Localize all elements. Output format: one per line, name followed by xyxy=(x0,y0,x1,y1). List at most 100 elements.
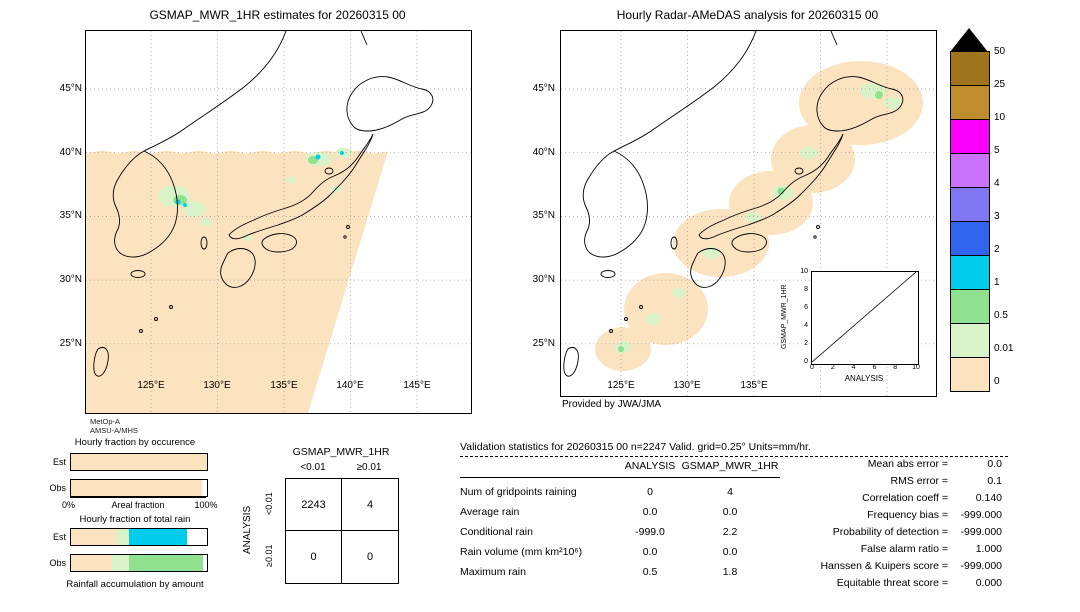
colorbar-cells xyxy=(950,51,990,392)
colorbar-tick-label: 10 xyxy=(994,112,1006,123)
inset-y-tick: 2 xyxy=(804,340,808,347)
colorbar-tick-label: 2 xyxy=(994,244,1000,255)
lon-tick-label: 145°E xyxy=(403,380,431,391)
total-obs-bar xyxy=(70,554,208,572)
lon-tick-label: 140°E xyxy=(336,380,364,391)
bar-segment xyxy=(129,555,203,571)
score-label: Mean abs error = xyxy=(867,458,948,470)
accumulation-footer-label: Rainfall accumulation by amount xyxy=(66,579,204,590)
score-line: Mean abs error = 0.0 xyxy=(790,458,1008,475)
colorbar-cell xyxy=(950,187,990,222)
total-est-bar xyxy=(70,528,208,546)
colorbar-cell xyxy=(950,357,990,392)
coastlines xyxy=(563,31,904,377)
lon-tick-label: 130°E xyxy=(673,380,701,391)
inset-x-tick: 6 xyxy=(872,364,877,371)
stats-row-label: Rain volume (mm km²10⁶) xyxy=(460,546,583,558)
inset-y-tick: 4 xyxy=(804,322,808,329)
stats-analysis-value: 0.5 xyxy=(642,566,658,578)
bar-segment xyxy=(129,529,187,545)
bar-segment xyxy=(202,555,207,571)
lon-tick-label: 125°E xyxy=(607,380,635,391)
score-label: Frequency bias = xyxy=(867,509,948,521)
score-label: Hanssen & Kuipers score = xyxy=(820,560,948,572)
rain-cells xyxy=(158,148,353,241)
inset-y-tick: 8 xyxy=(804,286,808,293)
bar-segment xyxy=(71,454,207,470)
bar-segment xyxy=(71,555,112,571)
inset-x-tick: 10 xyxy=(912,364,920,371)
stats-title: Validation statistics for 20260315 00 n=… xyxy=(460,441,811,453)
stats-analysis-value: 0.0 xyxy=(642,506,658,518)
bar-segment xyxy=(115,529,130,545)
colorbar-cell xyxy=(950,255,990,290)
total-rain-chart-title: Hourly fraction of total rain xyxy=(79,514,191,525)
radar-coverage-shading xyxy=(595,61,923,371)
stats-row-label: Conditional rain xyxy=(460,526,533,538)
stats-row: Rain volume (mm km²10⁶) 0.0 0.0 xyxy=(460,538,780,558)
stats-header-row: ANALYSIS GSMAP_MWR_1HR xyxy=(460,460,780,478)
score-line: RMS error = 0.1 xyxy=(790,475,1008,492)
score-value: -999.000 xyxy=(960,509,1002,521)
score-value: 0.140 xyxy=(975,492,1002,504)
contingency-col-label: ≥0.01 xyxy=(356,462,382,473)
score-label: Correlation coeff = xyxy=(862,492,948,504)
bar-segment xyxy=(71,529,116,545)
contingency-table: 2243 4 0 0 xyxy=(285,478,399,584)
lon-tick-label: 130°E xyxy=(203,380,231,391)
right-map-title: Hourly Radar-AMeDAS analysis for 2026031… xyxy=(616,8,879,22)
contingency-cell: 0 xyxy=(366,551,374,563)
inset-x-axis-label: ANALYSIS xyxy=(844,374,884,383)
stats-row: Maximum rain 0.5 1.8 xyxy=(460,558,780,578)
coastlines xyxy=(93,31,434,377)
score-label: Equitable threat score = xyxy=(836,577,948,589)
colorbar-cell xyxy=(950,51,990,86)
lat-tick-label: 45°N xyxy=(532,83,555,94)
stats-row-label: Maximum rain xyxy=(460,566,526,578)
contingency-cell: 2243 xyxy=(286,479,342,531)
stats-gsmap-value: 0.0 xyxy=(722,546,738,558)
occurrence-chart-title: Hourly fraction by occurence xyxy=(74,437,196,448)
bar-segment xyxy=(71,480,202,496)
gsmap-map-canvas xyxy=(86,31,471,413)
colorbar-tick-label: 1 xyxy=(994,277,1000,288)
sensor-label: AMSU-A/MHS xyxy=(90,426,138,435)
inset-x-tick: 4 xyxy=(851,364,856,371)
stats-analysis-value: 0.0 xyxy=(642,546,658,558)
inset-y-tick: 6 xyxy=(804,304,808,311)
score-line: False alarm ratio = 1.000 xyxy=(790,543,1008,560)
gridlines xyxy=(86,31,471,413)
contingency-cell: 4 xyxy=(342,479,398,531)
axis-title: Areal fraction xyxy=(111,500,165,510)
lat-tick-label: 40°N xyxy=(59,147,82,158)
stats-divider xyxy=(460,456,1008,457)
score-value: 0.000 xyxy=(975,577,1002,589)
colorbar-tick-label: 0 xyxy=(994,376,1000,387)
fraction-charts-block: MetOp-A AMSU-A/MHS Hourly fraction by oc… xyxy=(40,415,270,611)
lat-tick-label: 40°N xyxy=(532,147,555,158)
satellite-swath-shading xyxy=(86,150,388,413)
score-label: Probability of detection = xyxy=(832,526,948,538)
lat-tick-label: 25°N xyxy=(59,338,82,349)
bar-segment xyxy=(111,555,130,571)
inset-x-tick: 2 xyxy=(830,364,835,371)
stats-table: ANALYSIS GSMAP_MWR_1HR Num of gridpoints… xyxy=(460,460,780,578)
lon-tick-label: 135°E xyxy=(270,380,298,391)
areal-fraction-axis xyxy=(70,497,206,498)
lat-tick-label: 30°N xyxy=(59,274,82,285)
score-line: Correlation coeff = 0.140 xyxy=(790,492,1008,509)
score-label: RMS error = xyxy=(890,475,948,487)
stats-col-header: GSMAP_MWR_1HR xyxy=(681,460,779,472)
axis-max-label: 100% xyxy=(194,500,218,510)
score-value: -999.000 xyxy=(960,526,1002,538)
score-line: Frequency bias = -999.000 xyxy=(790,509,1008,526)
map-credit: Provided by JWA/JMA xyxy=(562,399,662,410)
lat-tick-label: 35°N xyxy=(532,210,555,221)
stats-gsmap-value: 0.0 xyxy=(722,506,738,518)
bar-segment xyxy=(186,529,207,545)
stats-gsmap-value: 2.2 xyxy=(722,526,738,538)
stats-col-header: ANALYSIS xyxy=(624,460,676,472)
stats-analysis-value: -999.0 xyxy=(635,526,665,538)
stats-gsmap-value: 4 xyxy=(727,486,733,498)
score-line: Equitable threat score = 0.000 xyxy=(790,577,1008,594)
